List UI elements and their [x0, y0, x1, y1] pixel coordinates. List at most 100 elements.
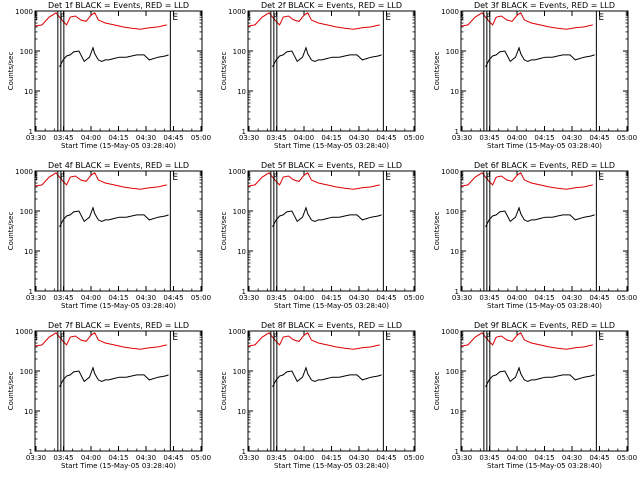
- x-tick-label: 04:15: [534, 294, 554, 302]
- x-tick-label: 04:45: [376, 454, 396, 462]
- x-tick-label: 04:15: [108, 454, 128, 462]
- x-tick-label: 04:00: [294, 454, 314, 462]
- marker-label-e: E: [385, 13, 391, 23]
- y-tick-label: 10: [237, 408, 246, 416]
- panel-5: Det 5f BLACK = Events, RED = LLD 1 10 100 10…: [220, 161, 424, 310]
- series-line-events: [59, 366, 169, 388]
- x-tick-label: 04:45: [163, 294, 183, 302]
- y-axis-label: Counts/sec: [433, 52, 441, 91]
- x-axis-label: Start Time (15-May-05 03:28:40): [487, 462, 602, 470]
- x-tick-label: 04:15: [321, 454, 341, 462]
- marker-label-f: F: [486, 173, 491, 183]
- series-line-events: [272, 366, 382, 388]
- marker-label-f: F: [273, 173, 278, 183]
- x-tick-label: 04:45: [376, 294, 396, 302]
- plot-frame: [460, 330, 629, 452]
- y-tick-label: 1: [242, 448, 246, 456]
- y-tick-label: 1000: [441, 168, 459, 176]
- x-tick-label: 05:00: [617, 454, 637, 462]
- x-tick-label: 05:00: [617, 294, 637, 302]
- x-axis-label: Start Time (15-May-05 03:28:40): [487, 302, 602, 310]
- plot-frame: [247, 170, 416, 292]
- x-tick-label: 04:15: [321, 134, 341, 142]
- x-tick-label: 04:30: [136, 134, 156, 142]
- plot-frame: [247, 330, 416, 452]
- y-tick-label: 100: [20, 48, 33, 56]
- y-tick-label: 1000: [441, 328, 459, 336]
- y-tick-label: 10: [237, 88, 246, 96]
- panel-4: Det 4f BLACK = Events, RED = LLD 1 10 100 10…: [7, 161, 211, 310]
- x-tick-label: 04:30: [136, 294, 156, 302]
- series-line-lld: [248, 332, 380, 350]
- marker-label-b: B: [32, 333, 38, 343]
- x-tick-label: 04:30: [349, 134, 369, 142]
- plot-frame: [460, 10, 629, 132]
- y-tick-label: 10: [24, 88, 33, 96]
- x-tick-label: 04:00: [294, 294, 314, 302]
- y-axis-label: Counts/sec: [220, 372, 228, 411]
- plot-frame: [34, 170, 203, 292]
- x-tick-label: 03:45: [53, 134, 73, 142]
- x-tick-label: 03:45: [479, 294, 499, 302]
- x-tick-label: 03:45: [53, 294, 73, 302]
- x-tick-label: 04:15: [534, 134, 554, 142]
- y-tick-label: 100: [446, 368, 459, 376]
- x-tick-label: 05:00: [191, 454, 211, 462]
- y-tick-label: 1000: [228, 328, 246, 336]
- x-tick-label: 03:45: [266, 134, 286, 142]
- x-axis-label: Start Time (15-May-05 03:28:40): [274, 302, 389, 310]
- x-tick-label: 04:30: [562, 134, 582, 142]
- y-tick-label: 100: [20, 208, 33, 216]
- x-tick-label: 04:15: [534, 454, 554, 462]
- x-tick-label: 03:30: [452, 454, 472, 462]
- plot-frame: [460, 170, 629, 292]
- marker-label-f: F: [60, 13, 65, 23]
- y-tick-label: 10: [24, 248, 33, 256]
- x-tick-label: 03:30: [26, 454, 46, 462]
- series-line-lld: [248, 12, 380, 30]
- x-tick-label: 04:45: [589, 294, 609, 302]
- y-tick-label: 100: [446, 48, 459, 56]
- x-tick-label: 03:30: [452, 294, 472, 302]
- panel-title: Det 5f BLACK = Events, RED = LLD: [261, 161, 402, 170]
- series-line-events: [59, 46, 169, 68]
- series-line-events: [272, 46, 382, 68]
- y-axis-label: Counts/sec: [220, 52, 228, 91]
- x-axis-label: Start Time (15-May-05 03:28:40): [274, 142, 389, 150]
- y-axis-label: Counts/sec: [433, 372, 441, 411]
- panel-title: Det 3f BLACK = Events, RED = LLD: [474, 1, 615, 10]
- y-axis-label: Counts/sec: [7, 52, 15, 91]
- y-tick-label: 1: [242, 128, 246, 136]
- x-tick-label: 04:30: [562, 294, 582, 302]
- y-tick-label: 1: [455, 128, 459, 136]
- marker-label-b: B: [245, 13, 251, 23]
- y-tick-label: 1: [242, 288, 246, 296]
- marker-label-f: F: [486, 333, 491, 343]
- y-tick-label: 10: [24, 408, 33, 416]
- plot-frame: [34, 330, 203, 452]
- marker-label-f: F: [486, 13, 491, 23]
- marker-label-b: B: [458, 333, 464, 343]
- x-tick-label: 04:15: [321, 294, 341, 302]
- x-tick-label: 03:45: [479, 454, 499, 462]
- x-tick-label: 05:00: [404, 134, 424, 142]
- y-tick-label: 10: [450, 408, 459, 416]
- marker-label-b: B: [245, 173, 251, 183]
- series-line-events: [485, 366, 595, 388]
- y-tick-label: 1: [455, 288, 459, 296]
- panel-title: Det 1f BLACK = Events, RED = LLD: [48, 1, 189, 10]
- marker-label-e: E: [385, 173, 391, 183]
- series-line-lld: [461, 12, 593, 30]
- marker-label-e: E: [598, 173, 604, 183]
- marker-label-b: B: [32, 13, 38, 23]
- series-line-lld: [461, 332, 593, 350]
- panel-1: Det 1f BLACK = Events, RED = LLD 1 10 100 10…: [7, 1, 211, 150]
- x-tick-label: 04:00: [294, 134, 314, 142]
